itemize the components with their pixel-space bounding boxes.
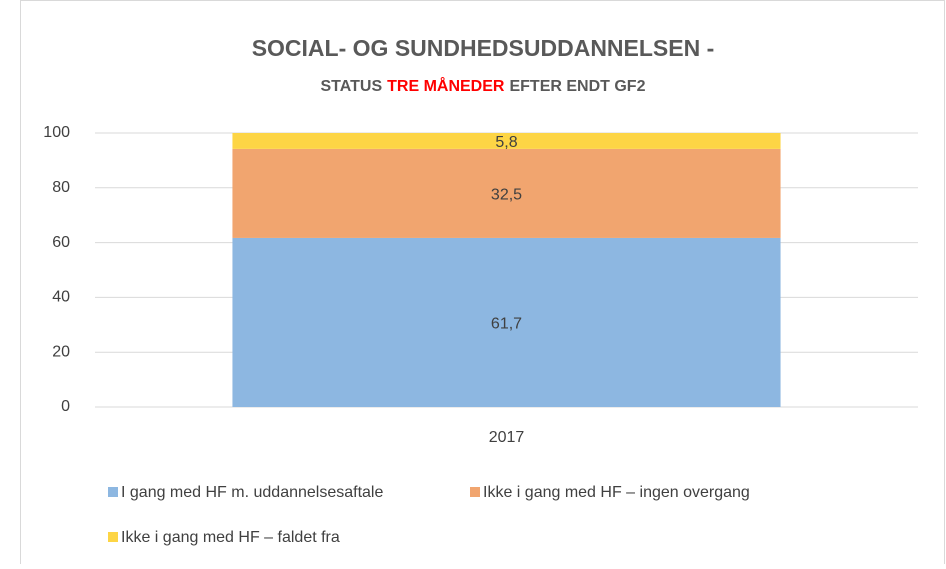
- subtitle-part: STATUS: [321, 78, 383, 95]
- legend-label: I gang med HF m. uddannelsesaftale: [121, 484, 383, 501]
- y-tick-label: 20: [52, 343, 70, 360]
- legend-swatch: [108, 532, 118, 542]
- bar-segment: [232, 148, 781, 238]
- legend-swatch: [108, 487, 118, 497]
- y-tick-label: 100: [43, 124, 70, 141]
- value-label: 61,7: [491, 316, 522, 333]
- value-label: 5,8: [495, 134, 517, 151]
- y-tick-label: 80: [52, 179, 70, 196]
- y-tick-label: 0: [61, 398, 70, 415]
- x-tick-label: 2017: [489, 429, 525, 446]
- bar-segment: [232, 133, 781, 149]
- subtitle-part: TRE MÅNEDER: [387, 76, 505, 95]
- chart-subtitle: STATUS TRE MÅNEDER EFTER ENDT GF2: [321, 76, 646, 95]
- bar-segment: [232, 237, 781, 407]
- value-label: 32,5: [491, 187, 522, 204]
- y-tick-label: 40: [52, 289, 70, 306]
- legend-swatch: [470, 487, 480, 497]
- y-tick-label: 60: [52, 234, 70, 251]
- chart-title: SOCIAL- OG SUNDHEDSUDDANNELSEN -: [252, 35, 715, 61]
- legend-label: Ikke i gang med HF – faldet fra: [121, 529, 340, 546]
- subtitle-part: EFTER ENDT GF2: [509, 78, 645, 95]
- legend-label: Ikke i gang med HF – ingen overgang: [483, 484, 750, 501]
